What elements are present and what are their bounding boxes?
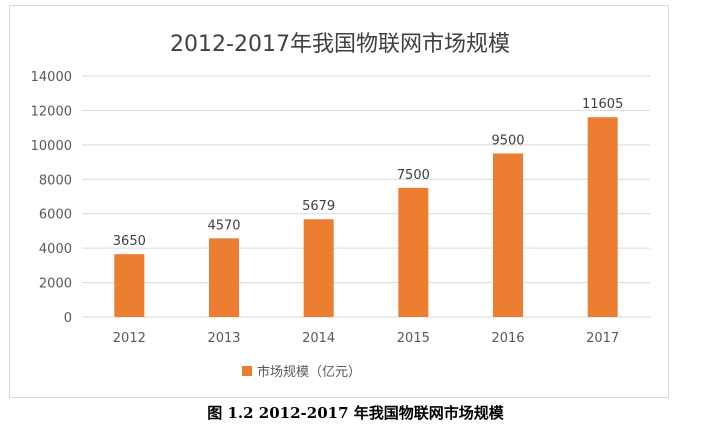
legend-swatch [242, 366, 252, 376]
bar-2012 [114, 254, 145, 317]
y-tick-label: 12000 [31, 104, 72, 119]
data-label-2016: 9500 [491, 133, 524, 148]
bar-chart: 2012-2017年我国物联网市场规模 0 2000 4000 6000 8000 100… [31, 32, 650, 380]
bar-2015 [398, 187, 429, 317]
data-label-2013: 4570 [207, 218, 240, 233]
chart-frame: 2012-2017年我国物联网市场规模 0 2000 4000 6000 8000 100… [9, 5, 669, 398]
gridlines [82, 75, 650, 318]
y-tick-label: 14000 [31, 70, 72, 85]
chart-title: 2012-2017年我国物联网市场规模 [170, 32, 510, 57]
y-tick-label: 8000 [39, 173, 72, 188]
data-label-2017: 11605 [582, 97, 623, 112]
data-label-2015: 7500 [397, 168, 430, 183]
x-tick-label-2015: 2015 [397, 331, 430, 346]
y-tick-label: 2000 [39, 277, 72, 292]
x-tick-label-2013: 2013 [207, 331, 240, 346]
data-label-2014: 5679 [302, 199, 335, 214]
bar-2017 [587, 117, 618, 317]
bar-2016 [493, 153, 523, 317]
legend-label: 市场规模（亿元） [257, 364, 361, 380]
x-tick-label-2012: 2012 [113, 331, 146, 346]
caption-text: 2012-2017 年我国物联网市场规模 [258, 404, 504, 422]
x-axis-tick-labels: 2012 2013 2014 2015 2016 2017 [113, 331, 619, 346]
y-tick-label: 10000 [31, 139, 72, 154]
figure-caption: 图 1.2 2012-2017 年我国物联网市场规模 [0, 402, 711, 423]
data-labels: 3650 4570 5679 7500 9500 11605 [113, 97, 624, 249]
bars [114, 117, 618, 317]
legend: 市场规模（亿元） [242, 364, 361, 380]
x-tick-label-2017: 2017 [586, 331, 619, 346]
y-tick-label: 4000 [39, 242, 72, 257]
caption-label: 图 1.2 [207, 404, 254, 422]
x-tick-label-2016: 2016 [491, 331, 524, 346]
y-axis-tick-labels: 0 2000 4000 6000 8000 10000 12000 14000 [31, 70, 72, 326]
y-tick-label: 6000 [39, 208, 72, 223]
data-label-2012: 3650 [113, 234, 146, 249]
y-tick-label: 0 [64, 311, 72, 326]
bar-2014 [303, 219, 334, 317]
x-tick-label-2014: 2014 [302, 331, 335, 346]
bar-2013 [209, 238, 239, 317]
